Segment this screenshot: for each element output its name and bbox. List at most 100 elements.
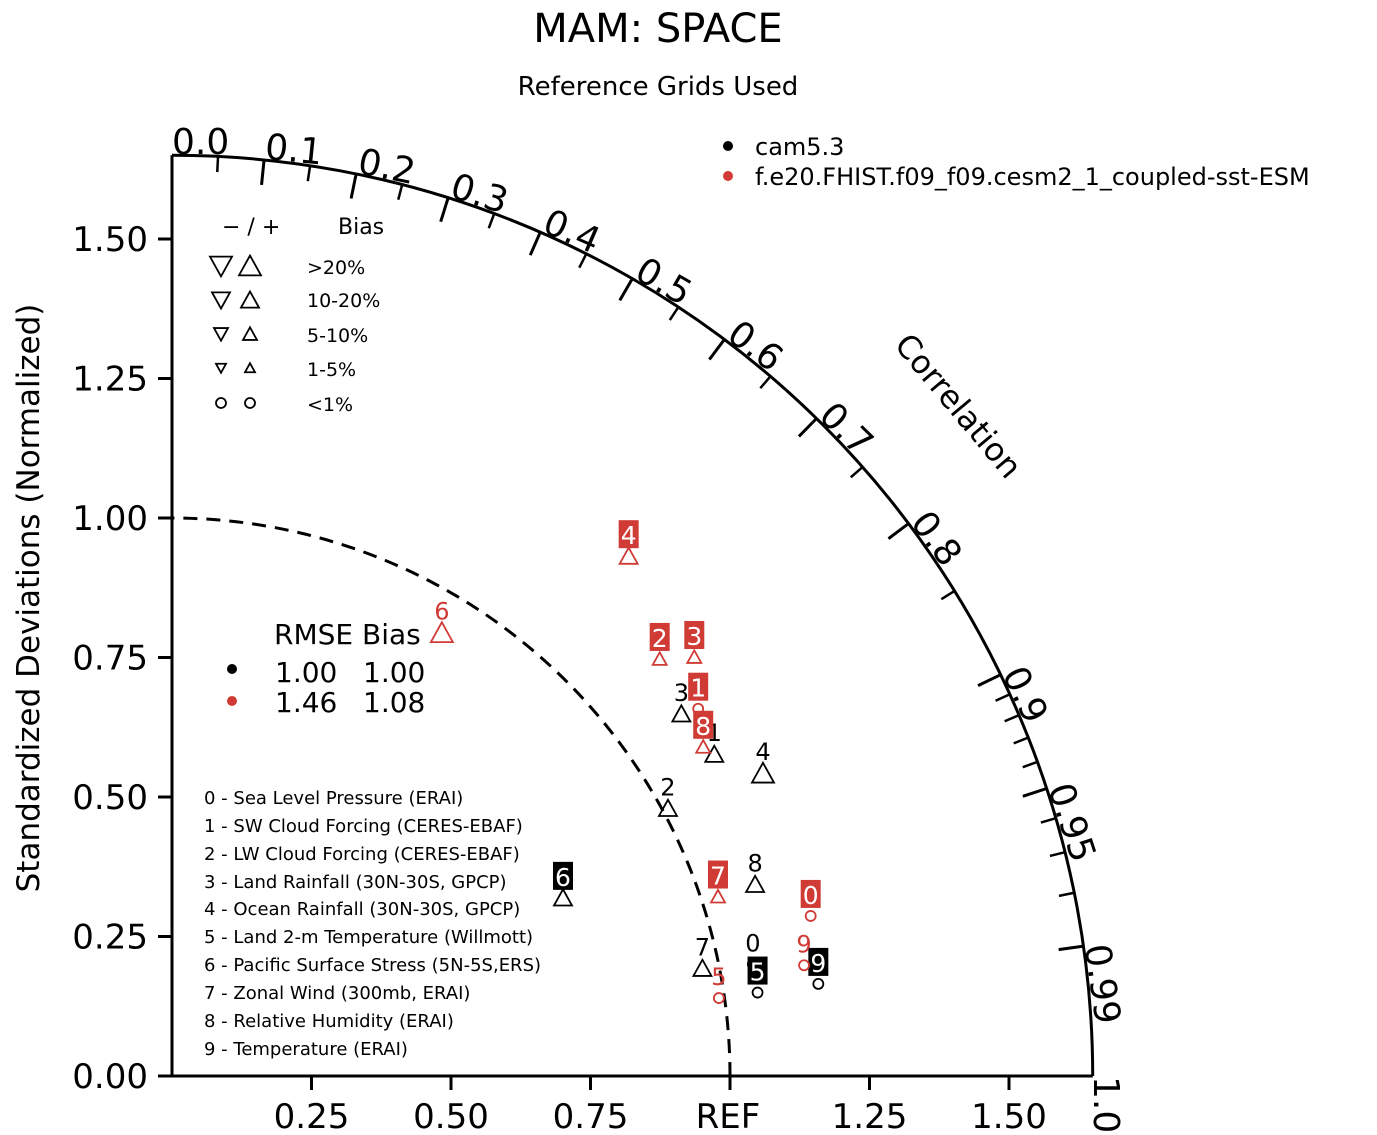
legend-series-2: f.e20.FHIST.f09_f09.cesm2_1_coupled-sst-… <box>755 163 1310 191</box>
data-point-marker <box>685 648 703 664</box>
data-point-marker <box>712 992 725 1004</box>
data-point-marker <box>709 888 727 904</box>
data-point-marker <box>750 760 776 784</box>
variable-item: 7 - Zonal Wind (300mb, ERAI) <box>204 983 470 1004</box>
y-tick-label: 1.50 <box>72 220 148 260</box>
data-point-label: 6 <box>555 863 571 892</box>
variable-item: 2 - LW Cloud Forcing (CERES-EBAF) <box>204 844 520 865</box>
bias-legend-row: <1% <box>307 394 353 416</box>
reference-arc <box>171 516 732 1077</box>
data-point-label: 3 <box>674 679 689 707</box>
corr-minor-tick <box>1022 760 1038 769</box>
corr-minor-tick <box>487 213 496 229</box>
data-point-label: 6 <box>434 598 449 626</box>
variable-item: 5 - Land 2-m Temperature (Willmott) <box>204 927 533 948</box>
variable-item: 4 - Ocean Rainfall (30N-30S, GPCP) <box>204 899 520 920</box>
variable-list: 0 - Sea Level Pressure (ERAI) 1 - SW Clo… <box>204 788 541 1060</box>
bias-legend-row: 10-20% <box>307 290 380 312</box>
x-tick-label: 0.25 <box>274 1097 350 1135</box>
data-point-marker <box>804 910 817 922</box>
data-point-label: 8 <box>695 712 711 741</box>
bias-legend-up-symbol <box>244 397 256 409</box>
variable-item: 9 - Temperature (ERAI) <box>204 1039 408 1060</box>
x-tick-label: 0.75 <box>553 1097 629 1135</box>
corr-minor-tick <box>1049 850 1066 858</box>
data-point-label-box <box>649 622 670 651</box>
bias-legend-row: 5-10% <box>307 325 368 347</box>
bias-legend-signs: − / + <box>222 215 280 240</box>
bias-legend-down-symbol <box>208 255 234 279</box>
y-axis-label: Standardized Deviations (Normalized) <box>11 304 47 893</box>
corr-tick-label: 0.6 <box>720 313 790 380</box>
x-axis-ref-label: REF <box>696 1097 761 1135</box>
y-tick-label: 0.50 <box>72 778 148 818</box>
bias-legend-symbols <box>208 253 263 409</box>
bias-legend-down-symbol <box>212 327 230 343</box>
corr-tick-label: 0.99 <box>1076 941 1128 1026</box>
corr-minor-tick <box>1058 891 1075 898</box>
chart-title: MAM: SPACE <box>533 6 782 52</box>
series-legend: cam5.3 f.e20.FHIST.f09_f09.cesm2_1_coupl… <box>723 133 1310 191</box>
legend-dot-series-1 <box>723 141 733 151</box>
variable-item: 1 - SW Cloud Forcing (CERES-EBAF) <box>204 816 523 837</box>
corr-tick-label: 0.0 <box>172 122 229 163</box>
corr-major-tick <box>887 522 910 540</box>
y-tick-label: 0.25 <box>72 918 148 958</box>
data-point-marker <box>552 887 574 907</box>
corr-minor-tick <box>940 589 956 601</box>
data-point-marker <box>812 978 825 990</box>
rmse-bias-header: RMSE Bias <box>274 618 421 651</box>
corr-minor-tick <box>306 165 312 182</box>
rmse-dot-series-2 <box>227 696 237 706</box>
variable-item: 6 - Pacific Surface Stress (5N-5S,ERS) <box>204 955 541 976</box>
corr-major-tick <box>708 338 726 361</box>
corr-minor-tick <box>578 253 588 269</box>
data-point-label-box <box>800 879 821 908</box>
data-point-label: 9 <box>810 949 826 978</box>
data-point-label: 2 <box>660 773 675 801</box>
bias-legend-down-symbol <box>215 397 227 409</box>
data-point-label-box <box>708 860 729 889</box>
data-point-marker <box>744 873 766 893</box>
y-tick-label: 0.75 <box>72 639 148 679</box>
corr-tick-label: 0.1 <box>263 127 324 174</box>
corr-major-tick <box>797 417 818 438</box>
corr-tick-label: 1.0 <box>1085 1076 1126 1133</box>
x-tick-label: 1.50 <box>971 1097 1047 1135</box>
y-tick-label: 1.00 <box>72 499 148 539</box>
data-point-marker <box>657 797 679 817</box>
corr-tick-label: 0.95 <box>1039 778 1103 867</box>
data-point-label: 2 <box>652 624 668 653</box>
bias-legend-up-symbol <box>241 325 259 341</box>
data-point-marker <box>751 986 764 999</box>
corr-tick-label: 0.2 <box>355 141 419 193</box>
bias-legend-up-symbol <box>237 253 263 277</box>
data-point-label: 5 <box>750 958 766 987</box>
corr-minor-tick <box>849 466 864 479</box>
variable-item: 8 - Relative Humidity (ERAI) <box>204 1011 454 1032</box>
axes-layer: 0.000.250.500.751.001.251.500.25 0.50 0.75… <box>72 122 1127 1135</box>
rmse-value-series-2: 1.46 <box>275 686 337 719</box>
data-point-label: 8 <box>747 849 762 877</box>
bias-legend: − / + Bias >20% 10-20% 5-10% 1-5% <1% <box>208 215 384 416</box>
corr-major-tick <box>1058 944 1084 952</box>
data-point-label: 7 <box>710 862 726 891</box>
data-point-label: 4 <box>755 738 770 766</box>
corr-minor-tick <box>668 306 680 321</box>
data-point-label: 3 <box>686 622 702 651</box>
x-tick-label: 1.25 <box>832 1097 908 1135</box>
data-point-marker <box>670 703 692 723</box>
corr-minor-tick <box>216 156 220 173</box>
data-point-label-box <box>684 620 705 649</box>
data-point-label: 5 <box>711 963 726 991</box>
data-point-marker <box>651 650 669 666</box>
variable-item: 0 - Sea Level Pressure (ERAI) <box>204 788 463 809</box>
correlation-label: Correlation <box>887 326 1030 486</box>
corr-tick-label: 0.3 <box>446 166 513 222</box>
outer-arc <box>171 153 1095 1077</box>
corr-tick-label: 0.7 <box>811 395 881 464</box>
data-point-label-box <box>688 672 709 701</box>
corr-major-tick <box>260 159 266 186</box>
